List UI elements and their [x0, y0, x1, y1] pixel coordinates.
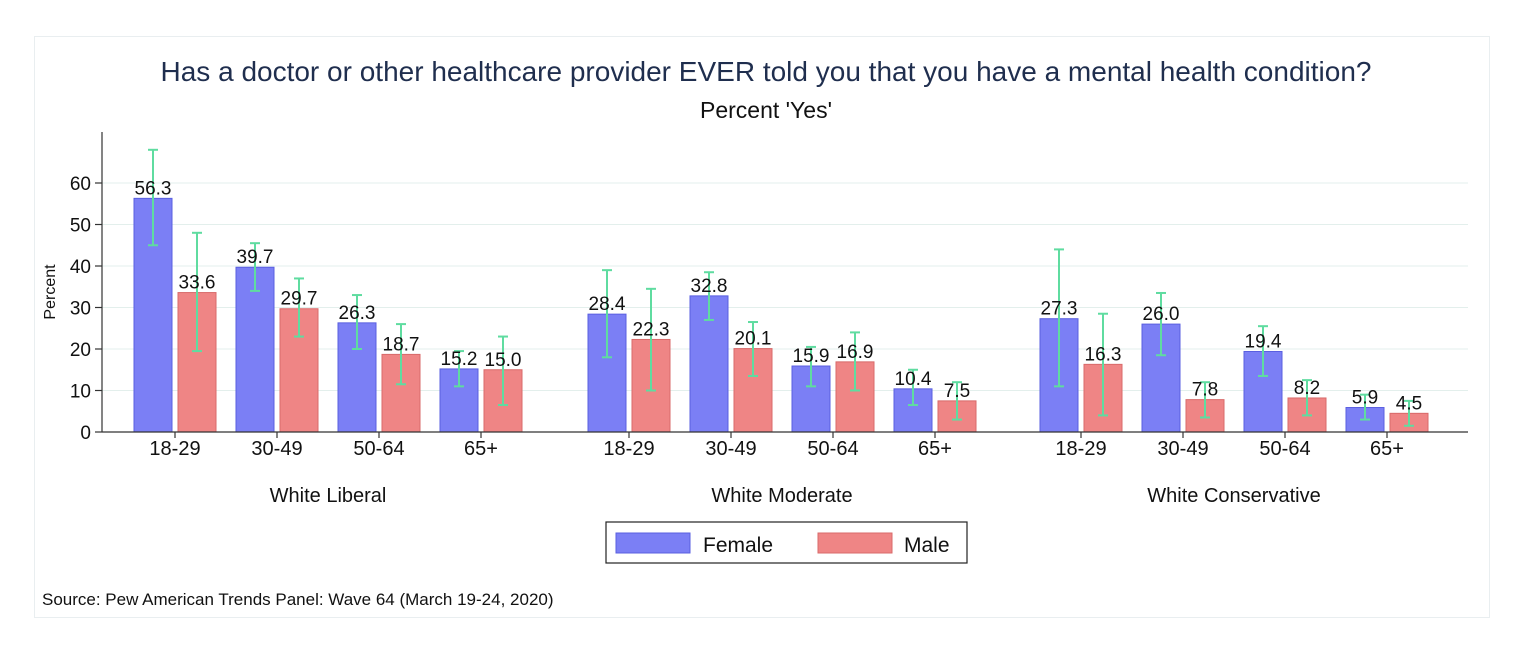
legend-swatch-female: [615, 532, 691, 554]
data-label: 33.6: [179, 273, 216, 294]
data-label: 8.2: [1294, 378, 1320, 399]
data-label: 28.4: [589, 294, 626, 315]
data-label: 22.3: [633, 319, 670, 340]
data-label: 29.7: [281, 289, 318, 310]
x-tick-label: 65+: [918, 438, 952, 460]
x-tick-label: 65+: [1370, 438, 1404, 460]
chart-title: Has a doctor or other healthcare provide…: [160, 56, 1372, 87]
x-tick-label: 50-64: [353, 438, 404, 460]
group-label: White Liberal: [270, 485, 387, 507]
y-tick-label: 10: [70, 382, 91, 403]
group-label: White Moderate: [711, 485, 852, 507]
chart-subtitle: Percent 'Yes': [700, 97, 832, 123]
x-tick-label: 50-64: [807, 438, 858, 460]
data-label: 20.1: [735, 329, 772, 350]
bar-female: [235, 266, 275, 433]
legend-label-male: Male: [904, 534, 950, 557]
data-label: 32.8: [691, 276, 728, 297]
source-note: Source: Pew American Trends Panel: Wave …: [42, 590, 554, 609]
data-label: 56.3: [135, 178, 172, 199]
bar-female: [1141, 323, 1181, 433]
data-label: 26.3: [339, 303, 376, 324]
data-label: 7.5: [944, 381, 970, 402]
data-label: 16.3: [1085, 344, 1122, 365]
x-tick-label: 65+: [464, 438, 498, 460]
x-tick-label: 30-49: [705, 438, 756, 460]
y-tick-label: 20: [70, 340, 91, 361]
data-label: 16.9: [837, 342, 874, 363]
legend-label-female: Female: [703, 534, 773, 557]
y-tick-label: 40: [70, 257, 91, 278]
data-label: 26.0: [1143, 304, 1180, 325]
x-tick-label: 30-49: [251, 438, 302, 460]
y-tick-label: 60: [70, 174, 91, 195]
data-label: 39.7: [237, 247, 274, 268]
data-label: 27.3: [1041, 299, 1078, 320]
data-label: 4.5: [1396, 393, 1422, 414]
data-label: 19.4: [1245, 331, 1282, 352]
data-label: 10.4: [895, 369, 932, 390]
data-label: 15.0: [485, 350, 522, 371]
data-label: 5.9: [1352, 388, 1378, 409]
x-tick-label: 18-29: [603, 438, 654, 460]
data-label: 15.2: [441, 349, 478, 370]
y-axis-label: Percent: [42, 264, 59, 320]
group-label: White Conservative: [1147, 485, 1320, 507]
x-tick-label: 50-64: [1259, 438, 1310, 460]
x-tick-label: 30-49: [1157, 438, 1208, 460]
data-label: 18.7: [383, 334, 420, 355]
y-tick-label: 30: [70, 299, 91, 320]
chart-frame: [34, 36, 1490, 618]
y-tick-label: 50: [70, 216, 91, 237]
data-label: 15.9: [793, 346, 830, 367]
x-tick-label: 18-29: [149, 438, 200, 460]
y-tick-label: 0: [80, 423, 91, 444]
legend-swatch-male: [817, 532, 893, 554]
x-tick-label: 18-29: [1055, 438, 1106, 460]
data-label: 7.8: [1192, 380, 1218, 401]
